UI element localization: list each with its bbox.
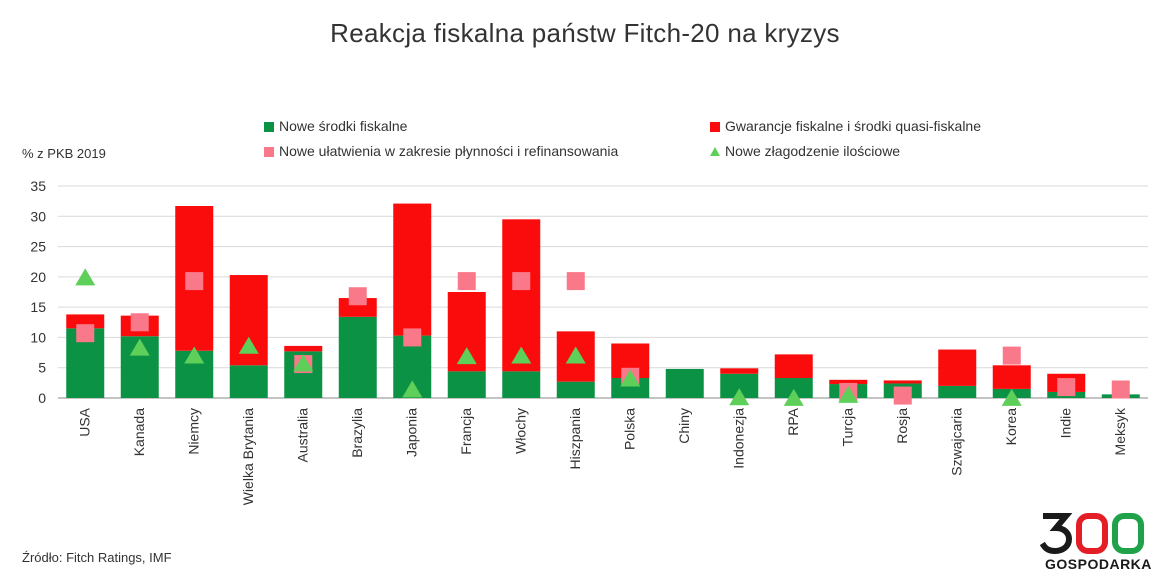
bar-fiscal [502,371,541,398]
bar-guarantees [66,314,105,329]
x-tick-label: Indie [1057,408,1073,439]
legend-item-liquidity: Nowe ułatwienia w zakresie płynności i r… [264,143,618,159]
x-tick-label: Korea [1003,408,1019,446]
marker-liquidity [76,324,95,343]
bar-guarantees [829,379,868,385]
marker-qe [129,338,150,356]
marker-qe [456,347,477,365]
legend-label-liquidity: Nowe ułatwienia w zakresie płynności i r… [279,143,619,159]
marker-qe [1001,388,1022,406]
y-tick-label: 35 [30,178,46,194]
y-tick-label: 20 [30,269,46,285]
logo-subtext: GOSPODARKA [1045,556,1152,572]
marker-liquidity [403,328,422,347]
bar-guarantees [938,349,977,386]
marker-qe [293,354,314,372]
y-tick-label: 0 [38,390,46,406]
marker-qe [729,388,750,406]
x-tick-label: Niemcy [185,408,201,455]
bar-guarantees [393,203,432,336]
bar-fiscal [229,365,268,398]
marker-liquidity [348,287,367,306]
chart-title: Reakcja fiskalna państw Fitch-20 na kryz… [330,18,840,48]
x-tick-label: Wielka Brytania [240,408,256,505]
bar-fiscal [447,371,486,398]
marker-liquidity [1111,380,1130,399]
legend-item-qe: Nowe złagodzenie ilościowe [710,143,900,159]
bar-guarantees [720,368,759,374]
x-tick-label: Francja [458,408,474,455]
x-tick-label: Meksyk [1112,407,1128,455]
marker-liquidity [457,272,476,291]
bar-fiscal [938,385,977,398]
x-tick-label: Turcja [839,408,855,447]
y-axis-label: % z PKB 2019 [22,146,106,161]
marker-liquidity [185,272,204,291]
bar-guarantees [992,365,1031,389]
legend-item-fiscal: Nowe środki fiskalne [264,118,407,134]
bar-guarantees [284,345,323,352]
x-tick-label: Włochy [512,408,528,454]
x-tick-label: USA [76,407,92,436]
marker-qe [620,369,641,387]
source-note: Źródło: Fitch Ratings, IMF [22,550,172,565]
marker-liquidity [1002,346,1021,365]
bar-fiscal [338,316,377,398]
x-tick-label: Rosja [894,408,910,444]
300gospodarka-logo [1040,513,1144,555]
bar-fiscal [774,378,813,398]
legend-item-guarantees: Gwarancje fiskalne i środki quasi-fiskal… [710,118,981,134]
bar-guarantees [502,219,541,372]
y-tick-label: 5 [38,360,46,376]
x-tick-label: Kanada [131,408,147,456]
bar-guarantees [883,380,922,384]
bar-guarantees [338,298,377,317]
y-tick-label: 15 [30,299,46,315]
x-tick-label: Brazylia [349,408,365,458]
marker-qe [511,346,532,364]
x-tick-label: Japonia [403,408,419,457]
x-tick-label: Australia [294,408,310,463]
marker-qe [402,380,423,398]
x-tick-label: Szwajcaria [948,408,964,476]
bar-fiscal [556,381,595,398]
marker-liquidity [130,313,149,332]
legend-swatch-liquidity [264,147,274,157]
marker-qe [838,385,859,403]
bar-guarantees [774,354,813,379]
legend-label-fiscal: Nowe środki fiskalne [279,118,408,134]
marker-qe [184,346,205,364]
x-tick-label: Indonezja [730,408,746,469]
marker-liquidity [893,386,912,405]
legend-label-qe: Nowe złagodzenie ilościowe [725,143,901,159]
legend-swatch-guarantees [710,122,720,132]
x-tick-label: Chiny [676,408,692,444]
legend-triangle-qe [710,147,720,156]
marker-qe [783,388,804,406]
marker-liquidity [1057,378,1076,397]
marker-liquidity [566,272,585,291]
y-tick-label: 25 [30,239,46,255]
bar-fiscal [665,368,704,398]
marker-liquidity [512,272,531,291]
x-tick-label: Hiszpania [567,408,583,470]
marker-qe [75,268,96,286]
bar-fiscal [611,378,650,398]
marker-qe [238,336,259,354]
x-tick-label: Polska [621,408,637,450]
y-tick-label: 10 [30,329,46,345]
legend-label-guarantees: Gwarancje fiskalne i środki quasi-fiskal… [725,118,981,134]
marker-qe [565,346,586,364]
y-tick-label: 30 [30,208,46,224]
x-tick-label: RPA [785,407,801,435]
legend-swatch-fiscal [264,122,274,132]
